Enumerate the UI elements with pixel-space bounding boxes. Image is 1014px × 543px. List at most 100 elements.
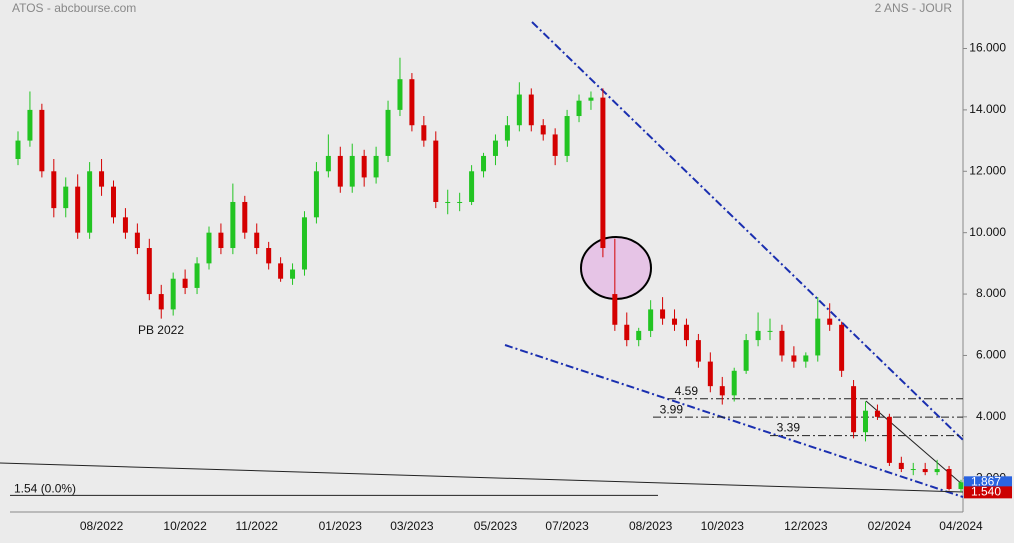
candle-body (791, 355, 797, 362)
candle-body (600, 97, 606, 249)
candle-body (230, 201, 236, 249)
candle-body (588, 97, 594, 101)
candle-body (99, 171, 105, 187)
x-tick-label: 08/2022 (80, 519, 124, 533)
candle-body (194, 263, 200, 288)
y-tick-label: 14.000 (969, 102, 1006, 116)
x-tick-label: 03/2023 (390, 519, 434, 533)
candle-body (469, 171, 475, 202)
candle-body (110, 186, 116, 218)
price-badge (964, 476, 1012, 489)
candle-body (767, 330, 773, 332)
candle-body (743, 340, 749, 371)
candle-body (301, 217, 307, 270)
candle-body (421, 125, 427, 141)
candle-body (325, 155, 331, 172)
level-label: 3.99 (660, 402, 684, 416)
candle-body (361, 155, 367, 178)
x-tick-label: 12/2023 (784, 519, 828, 533)
candle-body (922, 469, 928, 473)
candle-body (827, 318, 833, 325)
y-tick-label: 16.000 (969, 41, 1006, 55)
candle-body (934, 469, 940, 473)
y-tick-label: 8.000 (976, 286, 1006, 300)
candle-body (409, 79, 415, 126)
candle-body (874, 410, 880, 417)
x-tick-label: 07/2023 (545, 519, 589, 533)
candle-body (540, 125, 546, 135)
x-tick-label: 04/2024 (939, 519, 983, 533)
candle-body (528, 94, 534, 126)
candle-body (481, 155, 487, 172)
x-tick-label: 02/2024 (868, 519, 912, 533)
chart-subtitle: 2 ANS - JOUR (875, 1, 953, 15)
candle-body (158, 294, 164, 310)
candle-body (779, 330, 785, 356)
candle-body (886, 416, 892, 463)
candle-body (218, 232, 224, 249)
candle-body (63, 186, 69, 209)
y-tick-label: 12.000 (969, 163, 1006, 177)
candle-body (397, 79, 403, 110)
x-tick-label: 01/2023 (319, 519, 363, 533)
candle-body (863, 410, 869, 433)
trend-line (531, 21, 964, 441)
candle-body (612, 294, 618, 325)
candle-body (51, 171, 57, 209)
y-tick-label: 4.000 (976, 409, 1006, 423)
candle-body (433, 140, 439, 202)
candle-body (516, 94, 522, 126)
y-tick-label: 10.000 (969, 225, 1006, 239)
candle-body (851, 386, 857, 433)
candle-body (624, 324, 630, 341)
candle-body (206, 232, 212, 264)
price-badge-label: 1.540 (971, 485, 1001, 499)
candle-body (15, 140, 21, 160)
price-badge-label: 1.867 (971, 474, 1001, 488)
x-tick-label: 10/2022 (163, 519, 207, 533)
candle-body (564, 116, 570, 156)
candle-body (755, 330, 761, 341)
candle-body (719, 386, 725, 396)
level-label: 3.39 (777, 421, 801, 435)
y-tick-label: 6.000 (976, 348, 1006, 362)
level-label: 4.59 (675, 384, 699, 398)
candle-body (898, 462, 904, 470)
candle-body (182, 278, 188, 288)
candle-body (445, 201, 451, 203)
candle-body (707, 361, 713, 387)
candle-body (946, 469, 952, 489)
candle-body (373, 155, 379, 178)
price-badge (964, 486, 1012, 499)
x-tick-label: 05/2023 (474, 519, 518, 533)
candle-body (313, 171, 319, 218)
candle-body (337, 155, 343, 187)
highlight-circle (580, 236, 652, 300)
candle-body (815, 318, 821, 356)
candle-body (266, 248, 272, 264)
candle-body (576, 100, 582, 117)
x-tick-label: 10/2023 (701, 519, 745, 533)
support-label: 1.54 (0.0%) (14, 482, 76, 496)
candle-body (552, 134, 558, 156)
candle-body (122, 217, 128, 233)
candle-body (683, 324, 689, 341)
candle-body (492, 140, 498, 156)
candle-body (146, 248, 152, 295)
candle-body (731, 370, 737, 396)
candle-body (242, 201, 248, 233)
candle-body (648, 309, 654, 331)
candle-body (504, 125, 510, 141)
x-tick-label: 11/2022 (235, 519, 278, 533)
candle-body (385, 109, 391, 156)
candle-body (839, 324, 845, 371)
candle-body (75, 186, 81, 233)
x-tick-label: 08/2023 (629, 519, 673, 533)
candle-body (910, 469, 916, 471)
candle-body (170, 278, 176, 310)
candle-body (290, 269, 296, 279)
candle-body (254, 232, 260, 249)
candle-body (27, 109, 33, 141)
candle-body (134, 232, 140, 249)
